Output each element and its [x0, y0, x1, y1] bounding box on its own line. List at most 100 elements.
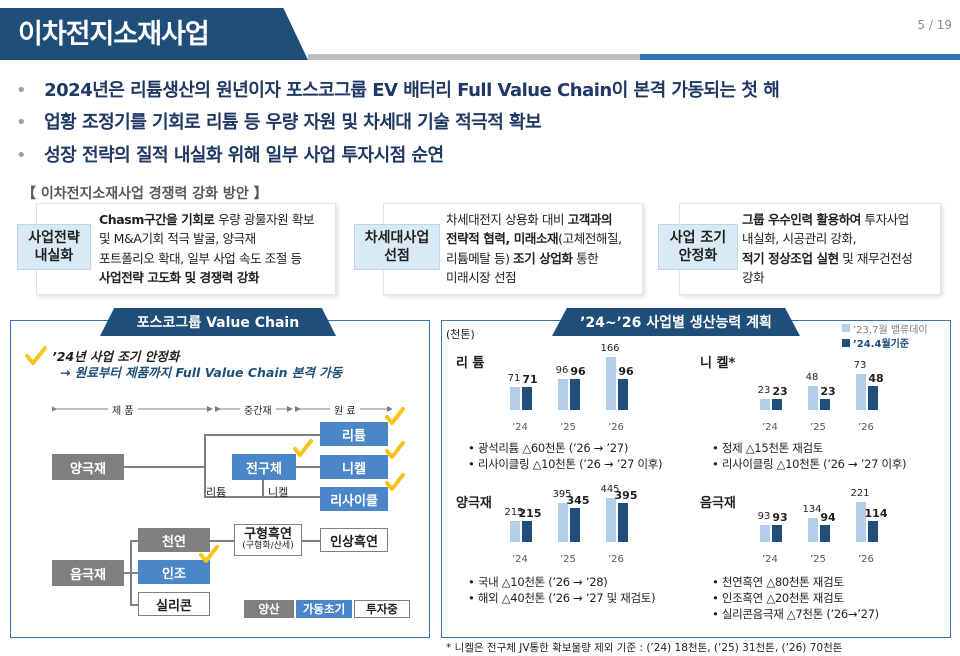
strategy-tag: 차세대사업 선점 [354, 224, 440, 270]
strategy-section-title: 【 이차전지소재사업 경쟁력 강화 방안 】 [22, 186, 268, 202]
vc-check-line1: ’24년 사업 조기 안정화 [52, 349, 180, 364]
legend-early: 가동초기 [296, 600, 352, 618]
bar-label-old: 71 [507, 373, 521, 385]
title-banner [0, 8, 308, 60]
year-label: ’24 [762, 422, 778, 433]
strategy-card: 사업 조기 안정화 그룹 우수인력 활용하여 투자사업 내실화, 시공관리 강화,… [658, 203, 941, 295]
vc-check-line2: → 원료부터 제품까지 Full Value Chain 본격 가동 [60, 365, 343, 380]
bar-old [808, 386, 818, 410]
bar-new [820, 398, 830, 410]
node-flake: 인상흑연 [320, 528, 388, 552]
bar-label-new: 23 [772, 384, 788, 398]
bar-label-new: 345 [566, 493, 590, 507]
bar-label-old: 96 [555, 365, 569, 377]
bar-label-new: 215 [518, 506, 542, 520]
bar-label-old: 395 [552, 488, 572, 500]
bullet-item: • 성장 전략의 질적 내실화 위해 일부 사업 투자시점 순연 [16, 145, 444, 166]
year-label: ’25 [810, 422, 826, 433]
capacity-note: • 리사이클링 △10천톤 (’26 → ’27 이후) [712, 457, 907, 471]
bar-label-new: 93 [772, 511, 788, 525]
bullet-dot-icon: • [16, 145, 27, 166]
bar-new [570, 379, 580, 410]
strategy-desc: 차세대전지 상용화 대비 고객과의 전략적 협력, 미래소재(고체전해질, 리튬… [446, 212, 622, 286]
strategy-desc: Chasm구간을 기회로 우량 광물자원 확보 및 M&A기회 적극 발굴, 양… [99, 212, 315, 286]
bar-label-new: 94 [820, 511, 836, 525]
col-label-raw: 원 료 [330, 402, 360, 417]
capacity-note: • 리사이클링 △10천톤 (’26 → ’27 이후) [468, 457, 663, 471]
year-label: ’24 [762, 554, 778, 565]
year-label: ’26 [858, 422, 874, 433]
bullet-dot-icon: • [16, 80, 27, 101]
check-icon [385, 407, 405, 425]
bar-old [558, 502, 568, 542]
strategy-card: 차세대사업 선점 차세대전지 상용화 대비 고객과의 전략적 협력, 미래소재(고… [354, 203, 643, 295]
check-icon [385, 473, 405, 491]
segment-title: 양극재 [456, 496, 492, 511]
bar-label-old: 215 [504, 506, 524, 518]
segment-title: 니 켈* [700, 356, 736, 371]
bar-old [606, 356, 616, 410]
bar-old [510, 520, 520, 542]
node-silicon: 실리콘 [138, 592, 210, 616]
link-label-nickel: 니켈 [268, 486, 289, 499]
strategy-tag: 사업 조기 안정화 [658, 224, 738, 270]
bar-label-new: 71 [522, 373, 538, 387]
check-icon [199, 545, 219, 563]
legend-new-swatch [842, 339, 850, 347]
bar-label-old: 221 [850, 488, 870, 500]
bar-label-old: 166 [600, 342, 620, 354]
capacity-note: • 인조흑연 △20천톤 재검토 [712, 591, 844, 605]
capacity-unit: (천톤) [446, 328, 475, 341]
legend-invest: 투자중 [354, 600, 410, 618]
bar-old [856, 502, 866, 542]
capacity-note: • 천연흑연 △80천톤 재검토 [712, 575, 844, 589]
bar-label-old: 48 [805, 372, 819, 383]
bar-label-new: 23 [820, 384, 836, 398]
bar-label-new: 395 [614, 488, 638, 502]
bar-old [760, 525, 770, 542]
page-title: 이차전지소재사업 [18, 19, 210, 50]
strategy-tag: 사업전략 내실화 [17, 224, 91, 270]
segment-title: 음극재 [700, 496, 736, 511]
legend-old-swatch [842, 324, 850, 332]
capacity-note: • 국내 △10천톤 (’26 → ’28) [468, 575, 608, 589]
bar-label-old: 134 [802, 503, 822, 515]
bullet-dot-icon: • [16, 112, 27, 133]
bar-new [570, 507, 580, 542]
strategy-desc: 그룹 우수인력 활용하여 투자사업 내실화, 시공관리 강화, 적기 정상조업 … [742, 212, 913, 286]
year-label: ’26 [858, 554, 874, 565]
bar-old [510, 387, 520, 410]
bar-label-new: 96 [570, 365, 586, 379]
check-icon [385, 441, 405, 459]
bar-new [868, 521, 878, 542]
node-recycling: 리사이클 [320, 487, 388, 511]
check-icon [293, 439, 313, 457]
bar-label-old: 23 [757, 384, 771, 396]
bar-new [618, 379, 628, 410]
capacity-note: • 실리콘음극재 △7천톤 (’26→’27) [712, 607, 879, 621]
capacity-note: • 해외 △40천톤 (’26 → ’27 및 재검토) [468, 591, 656, 605]
value-chain-title: 포스코그룹 Value Chain [100, 308, 336, 336]
node-natural: 천연 [138, 528, 210, 552]
bar-label-old: 73 [853, 359, 867, 371]
bar-new [618, 502, 628, 542]
node-artificial: 인조 [138, 560, 210, 584]
bar-label-new: 48 [868, 372, 884, 385]
bar-new [820, 525, 830, 542]
year-label: ’25 [810, 554, 826, 565]
link-label-lithium: 리튬 [206, 486, 227, 499]
col-label-product: 제 품 [108, 402, 138, 417]
node-lithium: 리튬 [320, 422, 388, 446]
bar-old [760, 398, 770, 410]
bullet-item: • 업황 조정기를 기회로 리튬 등 우량 자원 및 차세대 기술 적극적 확보 [16, 112, 542, 133]
bar-new [868, 386, 878, 410]
bar-old [558, 379, 568, 410]
bullet-item: • 2024년은 리튬생산의 원년이자 포스코그룹 EV 배터리 Full Val… [16, 80, 780, 101]
bar-new [772, 398, 782, 410]
year-label: ’25 [560, 422, 576, 433]
capacity-title: ’24~’26 사업별 생산능력 계획 [552, 308, 800, 336]
legend-mass: 양산 [244, 600, 294, 618]
header-rule-grey [308, 54, 640, 60]
bar-label-new: 114 [864, 507, 888, 521]
check-icon [25, 346, 47, 365]
